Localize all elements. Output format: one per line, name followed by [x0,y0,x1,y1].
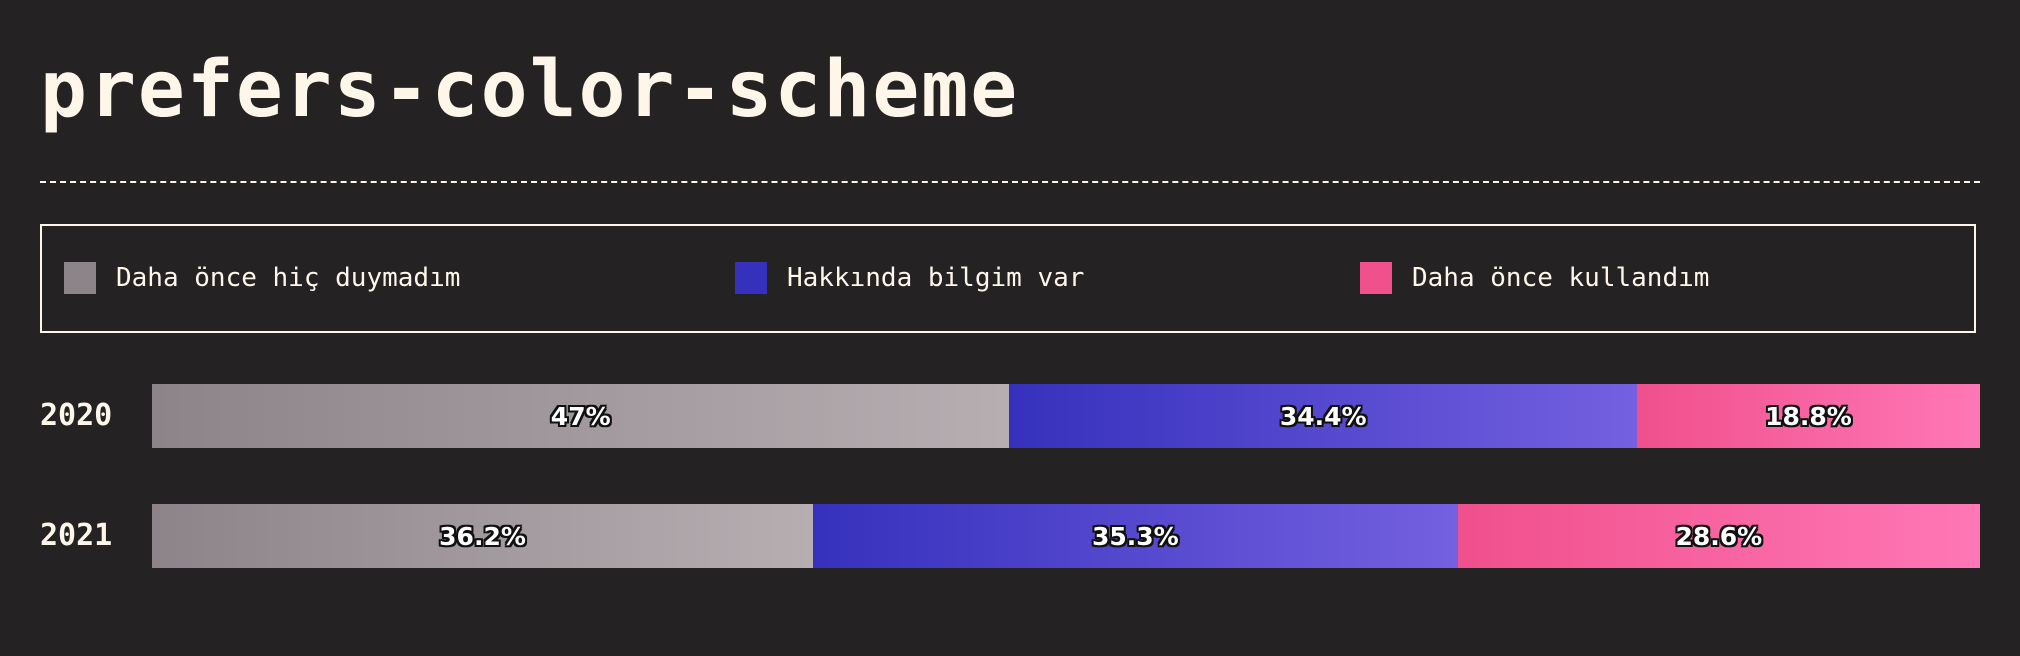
category-label: 2020 [40,398,113,433]
legend-label: Daha önce kullandım [1412,263,1710,293]
legend-item-never-heard[interactable]: Daha önce hiç duymadım [64,261,460,295]
data-label: 35.3% [1092,521,1179,551]
bar-row-2020: 2020 47% 34.4% 18.8% [0,384,2020,448]
data-label: 47% [550,401,611,431]
data-label: 18.8% [1765,401,1852,431]
legend-label: Daha önce hiç duymadım [116,263,461,293]
segment-used-before[interactable]: 28.6% [1457,504,1980,568]
segment-know-about[interactable]: 35.3% [813,504,1458,568]
legend-swatch [1360,262,1392,294]
data-label: 28.6% [1675,521,1763,551]
legend: Daha önce hiç duymadım Hakkında bilgim v… [40,224,1976,333]
legend-item-know-about[interactable]: Hakkında bilgim var [735,261,1084,295]
data-label: 34.4% [1279,401,1367,431]
segment-know-about[interactable]: 34.4% [1009,384,1637,448]
bar-row-2021: 2021 36.2% 35.3% 28.6% [0,504,2020,568]
legend-swatch [64,262,96,294]
title-divider [40,181,1980,183]
segment-used-before[interactable]: 18.8% [1637,384,1980,448]
stacked-bar: 47% 34.4% 18.8% [152,384,1980,448]
legend-item-used-before[interactable]: Daha önce kullandım [1360,261,1709,295]
chart-title: prefers-color-scheme [40,45,1020,135]
legend-label: Hakkında bilgim var [787,263,1085,293]
segment-never-heard[interactable]: 36.2% [152,504,814,568]
segment-never-heard[interactable]: 47% [152,384,1010,448]
stacked-bar: 36.2% 35.3% 28.6% [152,504,1980,568]
data-label: 36.2% [439,521,526,551]
legend-swatch [735,262,767,294]
category-label: 2021 [40,518,113,553]
